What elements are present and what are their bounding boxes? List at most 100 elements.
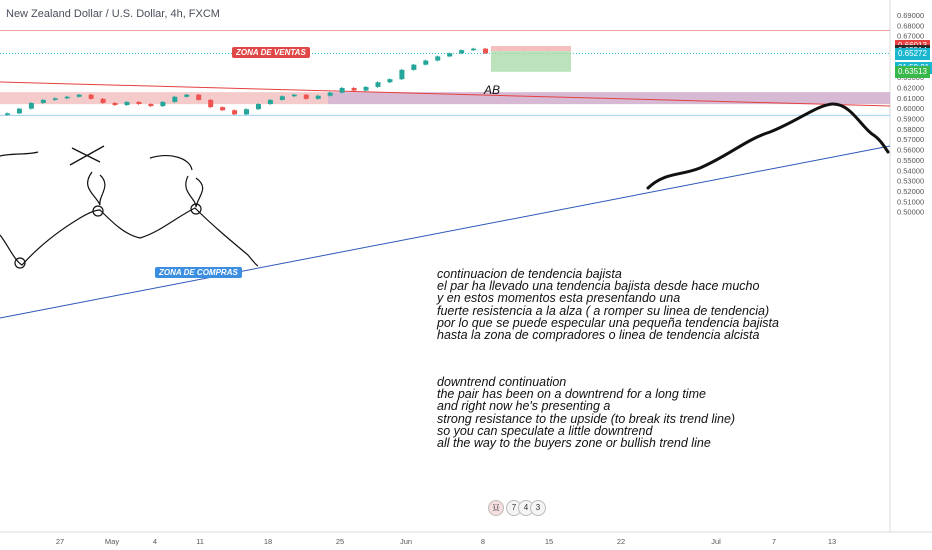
y-tick-label: 0.54000 — [897, 166, 924, 175]
economic-events[interactable]: 🇺 7 4 3 — [488, 500, 558, 530]
candle-body — [196, 94, 202, 100]
candle-body — [375, 82, 381, 87]
buy-zone-label: ZONA DE COMPRAS — [155, 267, 242, 278]
y-tick-label: 0.69000 — [897, 11, 924, 20]
candle-body — [40, 99, 46, 103]
candle-body — [447, 53, 453, 57]
candle-body — [232, 110, 238, 115]
candle-body — [124, 101, 130, 106]
annotation-es-line: continuacion de tendencia bajista — [437, 267, 622, 281]
candle-body — [208, 99, 214, 108]
descending-trend-line — [0, 81, 891, 107]
candle-body — [255, 104, 261, 110]
candle-body — [363, 86, 369, 91]
annotation-en-line: all the way to the buyers zone or bullis… — [437, 436, 711, 451]
x-tick-label: 22 — [617, 537, 625, 546]
candle-body — [459, 50, 465, 54]
resistance-band — [0, 92, 328, 105]
candle-body — [267, 99, 273, 105]
x-tick-label: 27 — [56, 537, 64, 546]
candle-body — [399, 69, 405, 80]
candle-body — [5, 113, 10, 115]
annotation-en-line: and right now he's presenting a — [437, 399, 611, 414]
candle-body — [76, 94, 82, 97]
sketch-stroke — [0, 151, 39, 157]
y-tick-label: 0.53000 — [897, 177, 924, 186]
candle-body — [100, 98, 106, 103]
y-tick-label: 0.52000 — [897, 187, 924, 196]
annotation-en-line: strong resistance to the upside (to brea… — [437, 411, 736, 426]
candle-body — [423, 60, 429, 65]
projected-path-sketch — [646, 102, 890, 190]
sell-zone-label: ZONA DE VENTAS — [232, 47, 310, 58]
x-tick-label: May — [105, 537, 119, 546]
candle-body — [483, 48, 489, 54]
candle-body — [172, 96, 178, 102]
candle-body — [279, 96, 285, 100]
y-tick-label: 0.55000 — [897, 156, 924, 165]
y-tick-label: 0.58000 — [897, 125, 924, 134]
candle-body — [112, 102, 118, 106]
x-tick-label: Jun — [400, 537, 412, 546]
x-tick-label: 25 — [336, 537, 344, 546]
x-tick-label: 7 — [772, 537, 776, 546]
candle-body — [303, 94, 309, 99]
candle-body — [28, 102, 34, 109]
annotation-es-line: por lo que se puede especular una pequeñ… — [437, 315, 779, 330]
candle-body — [471, 48, 477, 51]
annotation-en-line: downtrend continuation — [437, 375, 567, 389]
candle-body — [435, 56, 441, 61]
candle-body — [351, 87, 357, 91]
sketch-loop — [185, 175, 204, 208]
candle-body — [148, 104, 154, 107]
candle-body — [184, 94, 190, 97]
us-flag-icon[interactable]: 🇺 — [488, 500, 504, 516]
candle-body — [339, 87, 345, 93]
y-tick-label: 0.57000 — [897, 135, 924, 144]
y-tick-label: 0.68000 — [897, 21, 924, 30]
y-tick-label: 0.50000 — [897, 208, 924, 217]
x-tick-label: 18 — [264, 537, 272, 546]
annotation-english: downtrend continuation the pair has been … — [437, 375, 736, 451]
candle-body — [291, 94, 297, 97]
annotation-es-line: el par ha llevado una tendencia bajista … — [437, 279, 760, 294]
x-tick-label: 8 — [481, 537, 485, 546]
annotation-en-line: so you can speculate a little downtrend — [437, 423, 653, 438]
pattern-label: AB — [484, 83, 501, 97]
candle-body — [16, 108, 22, 114]
candle-body — [387, 79, 393, 83]
stop-loss-zone — [491, 45, 571, 52]
x-tick-label: 11 — [196, 537, 204, 546]
sketch-x-mark — [69, 145, 105, 166]
annotation-en-line: the pair has been on a downtrend for a l… — [437, 387, 706, 402]
annotation-es-line: fuerte resistencia a la alza ( a romper … — [437, 303, 770, 318]
candle-body — [88, 94, 94, 99]
y-tick-label: 0.62000 — [897, 83, 924, 92]
y-tick-label: 0.60000 — [897, 104, 924, 113]
sketch-circle — [14, 257, 26, 269]
x-tick-label: 13 — [828, 537, 836, 546]
y-tick-label: 0.51000 — [897, 197, 924, 206]
y-tick-label: 0.59000 — [897, 115, 924, 124]
chart-title: New Zealand Dollar / U.S. Dollar, 4h, FX… — [6, 8, 220, 20]
candle-body — [244, 109, 250, 115]
event-count[interactable]: 3 — [530, 500, 546, 516]
candle-body — [136, 101, 142, 105]
candle-body — [411, 64, 417, 70]
take-profit-zone — [491, 51, 571, 72]
y-tick-label: 0.67000 — [897, 32, 924, 41]
price-badge: 0.63513 — [895, 65, 930, 78]
x-tick-label: 4 — [153, 537, 157, 546]
candle-body — [160, 101, 166, 107]
candle-body — [327, 92, 333, 96]
sketch-circle — [92, 205, 104, 217]
x-tick-label: 15 — [545, 537, 553, 546]
sketch-stroke — [149, 155, 193, 171]
candle-body — [220, 107, 226, 111]
sketch-circle — [190, 203, 202, 215]
candle-body — [52, 98, 58, 100]
sketch-loop — [87, 171, 106, 206]
candle-body — [64, 96, 70, 99]
y-tick-label: 0.56000 — [897, 146, 924, 155]
annotation-es-line: y en estos momentos esta presentando una — [437, 291, 681, 306]
